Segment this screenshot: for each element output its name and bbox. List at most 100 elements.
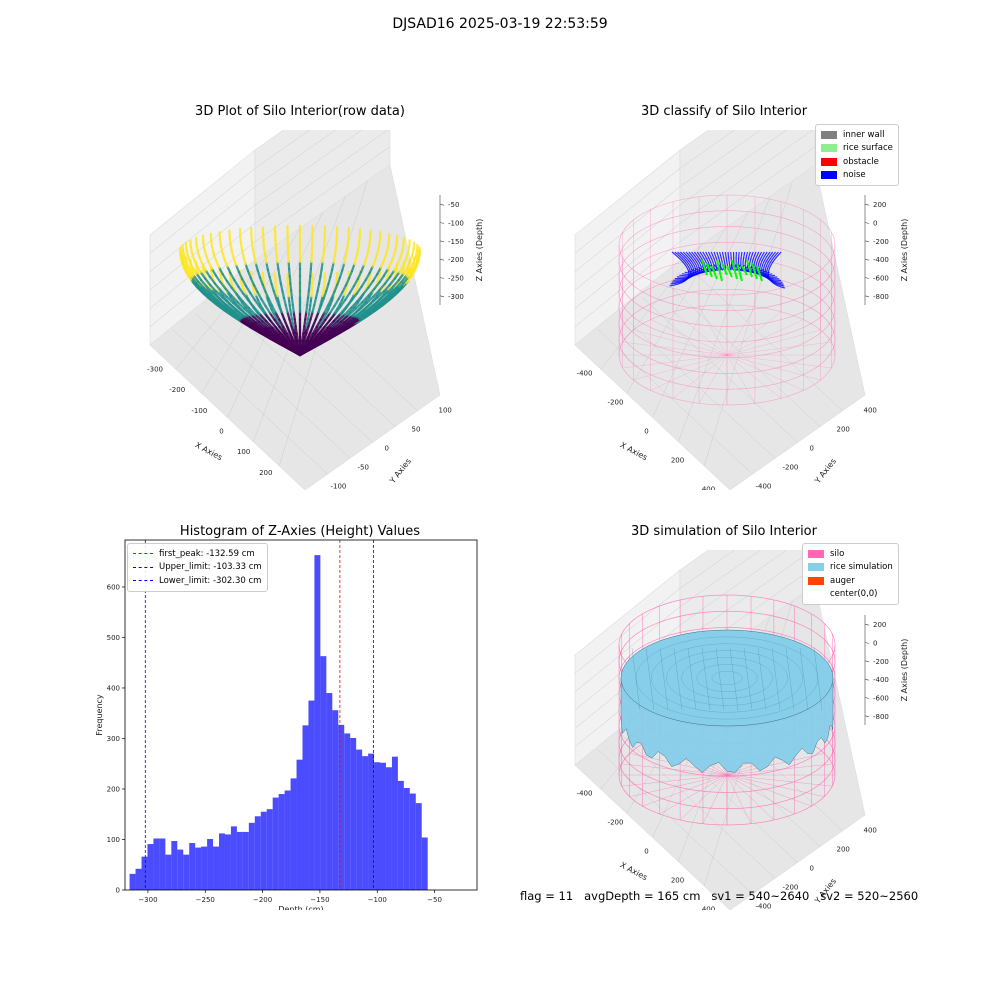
scan-segment [362,257,368,267]
scan-segment [263,247,267,257]
histogram-bar [135,868,142,890]
scan-segment [390,254,395,264]
legend-label: center(0,0) [830,589,878,600]
scan-segment [261,320,271,330]
z-tick [864,623,870,626]
histogram-bar [362,756,369,890]
scan-segment [383,294,393,303]
histogram-bar [314,555,321,890]
scan-segment [321,253,325,264]
surface-contour [696,664,758,692]
z-axis-label: Z Axies (Depth) [900,639,909,702]
scan-segment [355,310,367,319]
point-cloud [178,224,422,357]
panel2-legend-item: rice surface [821,142,893,156]
scan-segment [314,289,319,299]
scan-segment [392,288,400,297]
scan-segment [316,282,321,292]
legend-label: auger [830,575,855,586]
scan-segment [325,327,337,337]
scan-segment [306,289,310,299]
scan-segment [201,288,210,297]
scan-segment [288,275,292,285]
silo-floor-spoke [629,774,728,797]
scan-segment [331,261,335,271]
scan-segment [282,325,289,335]
grid-line [703,180,793,466]
scan-segment [199,271,207,280]
legend-label: silo [830,548,845,559]
scan-segment [212,253,218,262]
histogram-bar [332,710,339,890]
scan-segment [311,318,317,328]
scan-segment [241,316,253,325]
histogram-bar [368,753,375,890]
scan-segment [406,260,412,269]
scan-segment [405,268,412,277]
scan-segment [260,297,267,308]
footer-status: flag = 11 avgDepth = 165 cm sv1 = 540~26… [520,889,919,903]
panel4-title: 3D simulation of Silo Interior [631,524,817,539]
scan-segment [205,254,210,264]
scan-segment [319,326,329,336]
scan-segment [372,297,382,307]
histogram-bar [326,693,333,890]
scan-segment [264,254,268,264]
histogram-bar [195,847,202,890]
scan-segment [210,267,218,277]
scan-segment [339,314,350,324]
histogram-bar [350,737,357,890]
surface-mesh-line [701,647,711,711]
scan-segment [322,246,326,257]
panel3-title: Histogram of Z-Axies (Height) Values [179,524,421,539]
scan-segment [386,285,395,294]
scan-segment [197,280,205,289]
scan-segment [256,291,263,301]
scan-segment [309,332,317,343]
scan-segment [358,301,368,311]
scan-segment [386,261,393,271]
scan-segment [349,318,361,327]
z-tick-label: -250 [448,275,464,283]
histogram-bar [344,733,351,890]
scan-segment [357,311,369,320]
scan-segment [276,261,280,271]
scan-segment [237,270,244,281]
scan-segment [376,290,386,299]
scan-segment [253,255,257,265]
scan-segment [288,318,293,328]
silo-floor-spoke [621,763,728,776]
silo-floor-spoke [633,329,728,356]
z-tick [864,678,870,681]
scan-segment [382,283,391,293]
histogram-bar [129,873,136,890]
scan-segment [210,239,214,249]
scan-segment [296,339,301,349]
scan-segment [339,324,352,333]
scan-segment [320,297,325,307]
scan-segment [225,279,233,289]
silo-floor-spoke [650,354,728,391]
scan-segment [312,333,322,343]
scan-segment [188,260,194,269]
scan-segment [347,307,357,317]
noise-arc [718,251,724,271]
scan-segment [404,251,410,261]
scan-segment [398,264,405,274]
scan-segment [239,242,244,252]
scan-segment [361,286,370,296]
scan-segment [249,291,256,301]
x-tick-label: 200 [671,457,684,465]
scan-segment [333,247,337,257]
scan-segment [219,244,224,254]
scan-segment [346,234,350,244]
scan-segment [208,292,219,302]
x-tick-label: -300 [147,365,163,373]
panel1-title: 3D Plot of Silo Interior(row data) [195,104,405,119]
scan-segment [278,318,285,328]
y-tick-label: 200 [837,846,850,854]
scan-segment [382,267,390,277]
silo-floor-spoke [726,354,804,391]
grid-line [619,313,776,459]
panel3-legend: first_peak: -132.59 cm Upper_limit: -103… [127,543,268,592]
